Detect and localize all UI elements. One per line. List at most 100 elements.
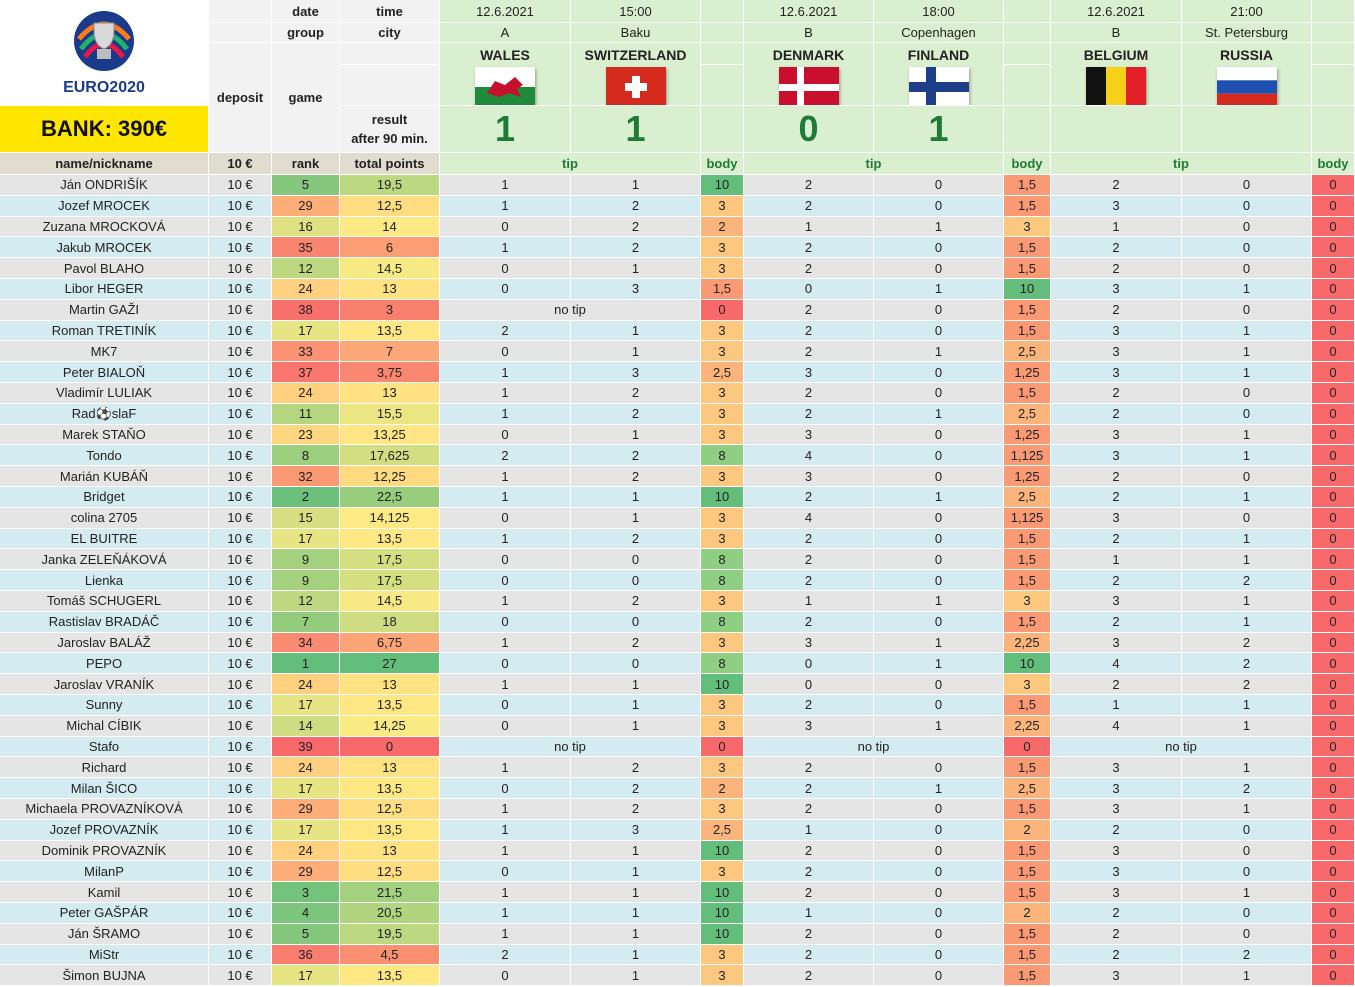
body-points[interactable]: 2 (701, 778, 744, 799)
tip-team2[interactable]: 0 (1182, 923, 1312, 945)
body-points[interactable]: 1,5 (1004, 320, 1051, 342)
tip-team2[interactable]: 0 (874, 528, 1004, 550)
tip-team1[interactable]: 3 (744, 466, 874, 487)
tip-team1[interactable]: 1 (440, 799, 571, 820)
player-deposit[interactable]: 10 € (209, 216, 272, 238)
tip-team2[interactable]: 1 (1182, 487, 1312, 508)
tip-team2[interactable]: 1 (571, 320, 701, 342)
body-points[interactable]: 0 (1312, 195, 1355, 217)
player-name[interactable]: Stafo (0, 736, 209, 758)
tip-team1[interactable]: 1 (744, 903, 874, 924)
player-deposit[interactable]: 10 € (209, 965, 272, 987)
tip-team2[interactable]: 0 (571, 653, 701, 675)
tip-team1[interactable]: 1 (440, 362, 571, 383)
body-points[interactable]: 0 (1312, 383, 1355, 404)
body-points[interactable]: 0 (1312, 695, 1355, 716)
player-total[interactable]: 13,5 (340, 695, 440, 716)
body-points[interactable]: 0 (1312, 799, 1355, 820)
body-points[interactable]: 0 (1312, 944, 1355, 966)
body-points[interactable]: 0 (1312, 611, 1355, 633)
player-rank[interactable]: 35 (272, 237, 340, 259)
tip-team1[interactable]: 0 (440, 341, 571, 363)
tip-team2[interactable]: 0 (874, 861, 1004, 883)
tip-team1[interactable]: 2 (440, 445, 571, 467)
player-total[interactable]: 7 (340, 341, 440, 363)
player-name[interactable]: MK7 (0, 341, 209, 363)
player-name[interactable]: Richard (0, 757, 209, 779)
body-points[interactable]: 0 (701, 736, 744, 758)
body-points[interactable]: 0 (1312, 445, 1355, 467)
tip-header[interactable]: tip (1051, 153, 1312, 175)
tip-team2[interactable]: 1 (1182, 965, 1312, 987)
player-name[interactable]: Tondo (0, 445, 209, 467)
tip-team2[interactable]: 0 (1182, 403, 1312, 425)
player-deposit[interactable]: 10 € (209, 674, 272, 695)
tip-team2[interactable]: 0 (874, 466, 1004, 487)
player-name[interactable]: Vladimír LULIAK (0, 383, 209, 404)
player-total[interactable]: 13,5 (340, 778, 440, 799)
player-name[interactable]: Bridget (0, 487, 209, 508)
body-points[interactable]: 1,5 (1004, 611, 1051, 633)
player-total[interactable]: 20,5 (340, 903, 440, 924)
tip-team1[interactable]: 2 (1051, 923, 1182, 945)
player-deposit[interactable]: 10 € (209, 175, 272, 196)
player-name[interactable]: Sunny (0, 695, 209, 716)
tip-team2[interactable]: 0 (874, 923, 1004, 945)
player-name[interactable]: Libor HEGER (0, 279, 209, 300)
player-name[interactable]: Marek STAŇO (0, 424, 209, 446)
tip-team2[interactable]: 1 (874, 487, 1004, 508)
player-name[interactable]: Šimon BUJNA (0, 965, 209, 987)
tip-team1[interactable]: 1 (440, 591, 571, 612)
body-points[interactable]: 3 (701, 341, 744, 363)
body-points[interactable]: 0 (1312, 466, 1355, 487)
body-points[interactable]: 1,5 (1004, 923, 1051, 945)
body-header[interactable]: body (701, 153, 744, 175)
tip-team1[interactable]: 2 (744, 861, 874, 883)
tip-team2[interactable]: 0 (1182, 195, 1312, 217)
tip-team1[interactable]: 2 (744, 778, 874, 799)
tip-team2[interactable]: 1 (571, 695, 701, 716)
tip-team1[interactable]: 1 (440, 195, 571, 217)
tip-team2[interactable]: 1 (571, 258, 701, 279)
player-total[interactable]: 17,625 (340, 445, 440, 467)
tip-team2[interactable]: 0 (571, 611, 701, 633)
body-points[interactable]: 2,5 (1004, 487, 1051, 508)
player-total[interactable]: 19,5 (340, 175, 440, 196)
player-total[interactable]: 17,5 (340, 570, 440, 591)
body-points[interactable]: 0 (1312, 861, 1355, 883)
body-points[interactable]: 8 (701, 549, 744, 571)
body-points[interactable]: 1,5 (1004, 840, 1051, 862)
body-points[interactable]: 0 (1312, 674, 1355, 695)
body-points[interactable]: 1,5 (1004, 944, 1051, 966)
tip-team1[interactable]: 2 (744, 487, 874, 508)
tip-team2[interactable]: 1 (571, 965, 701, 987)
tip-team2[interactable]: 0 (874, 903, 1004, 924)
player-rank[interactable]: 33 (272, 341, 340, 363)
player-deposit[interactable]: 10 € (209, 487, 272, 508)
player-deposit[interactable]: 10 € (209, 507, 272, 529)
tip-team2[interactable]: 1 (1182, 591, 1312, 612)
tip-team2[interactable]: 1 (571, 487, 701, 508)
player-deposit[interactable]: 10 € (209, 882, 272, 903)
player-rank[interactable]: 2 (272, 487, 340, 508)
player-name[interactable]: Jakub MROCEK (0, 237, 209, 259)
player-deposit[interactable]: 10 € (209, 591, 272, 612)
tip-team2[interactable]: 1 (874, 715, 1004, 737)
player-rank[interactable]: 24 (272, 279, 340, 300)
body-points[interactable]: 1,125 (1004, 445, 1051, 467)
player-rank[interactable]: 17 (272, 819, 340, 841)
tip-team2[interactable]: 2 (571, 466, 701, 487)
tip-team2[interactable]: 0 (1182, 175, 1312, 196)
body-points[interactable]: 2 (701, 216, 744, 238)
body-points[interactable]: 10 (1004, 653, 1051, 675)
body-points[interactable]: 3 (1004, 674, 1051, 695)
player-total[interactable]: 13 (340, 674, 440, 695)
tip-team2[interactable]: 0 (1182, 507, 1312, 529)
player-total[interactable]: 14,5 (340, 258, 440, 279)
tip-team2[interactable]: 2 (571, 237, 701, 259)
player-deposit[interactable]: 10 € (209, 279, 272, 300)
body-points[interactable]: 1,25 (1004, 466, 1051, 487)
body-points[interactable]: 0 (1312, 487, 1355, 508)
no-tip-cell[interactable]: no tip (1051, 736, 1312, 758)
tip-team2[interactable]: 1 (1182, 799, 1312, 820)
